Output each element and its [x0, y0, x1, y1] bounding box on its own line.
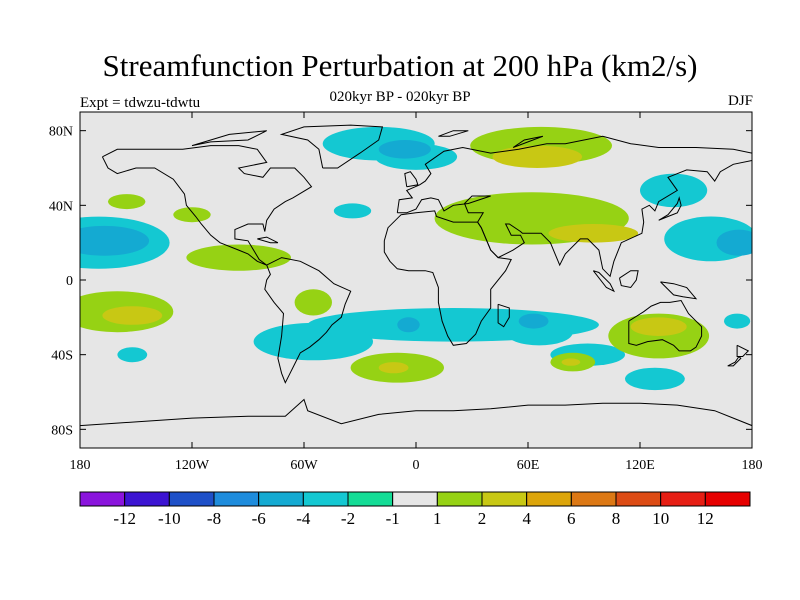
colorbar-box — [213, 491, 260, 507]
experiment-label: Expt = tdwzu-tdwtu — [80, 95, 201, 111]
coastline-antarctica — [80, 398, 752, 427]
contour-regions — [80, 126, 752, 391]
colorbar-label: -12 — [113, 509, 136, 528]
coastline-north-america — [101, 145, 313, 266]
coastline-south-america — [264, 257, 352, 384]
coastline-madagascar — [497, 303, 510, 328]
season-label: DJF — [727, 93, 753, 109]
coastline-australia — [628, 299, 703, 352]
region-s-atlantic-core — [397, 317, 420, 333]
x-tick-label: 0 — [413, 458, 420, 473]
coastline-cuba — [257, 236, 279, 244]
coastline-africa — [383, 210, 512, 346]
colorbar-box — [124, 491, 170, 507]
y-tick-label: 80N — [49, 125, 73, 140]
colorbar-label: 1 — [433, 509, 442, 528]
region-south-of-australia — [625, 367, 685, 391]
coastline-new-zealand-south — [727, 356, 742, 367]
y-tick-label: 0 — [66, 274, 73, 289]
x-tick-label: 120W — [175, 458, 210, 473]
region-siberia-core — [492, 145, 583, 168]
colorbar-box — [704, 491, 751, 507]
region-s-america-north — [294, 289, 332, 316]
x-tick-label: 60W — [290, 458, 318, 473]
coastline-novaya-zemlya — [512, 135, 544, 148]
colorbar-box — [526, 491, 572, 507]
colorbar-label: 6 — [567, 509, 576, 528]
x-tick-label: 180 — [742, 458, 763, 473]
colorbar-label: -10 — [158, 509, 181, 528]
region-e-pacific-core-north- — [80, 225, 150, 256]
coastline-new-guinea — [660, 281, 698, 300]
region-mid-atlantic — [333, 203, 372, 219]
colorbar: -12 -10 -8 -6 -4 -2 -1 1 2 4 6 8 10 12 — [79, 491, 751, 528]
coastline-greenland — [279, 124, 384, 169]
axes: 180 120W 60W 0 60E 120E 180 80N 40N 0 40S 80S — [49, 112, 763, 473]
region-s-pacific-core — [102, 306, 163, 325]
region-nz-region — [724, 313, 751, 329]
colorbar-box — [660, 491, 706, 507]
colorbar-box — [570, 491, 617, 507]
colorbar-box — [392, 491, 438, 507]
colorbar-label: -6 — [252, 509, 266, 528]
colorbar-box — [168, 491, 215, 507]
colorbar-label: 10 — [652, 509, 669, 528]
colorbar-label: -8 — [207, 509, 221, 528]
coastline-svalbard — [438, 130, 469, 137]
colorbar-label: -4 — [296, 509, 311, 528]
region-s-pacific-small — [117, 347, 148, 363]
coastline-arctic-islands — [191, 130, 267, 147]
colorbar-box — [258, 491, 304, 507]
coastline-eurasia — [396, 135, 752, 278]
x-tick-label: 120E — [625, 458, 655, 473]
colorbar-box — [481, 491, 528, 507]
chart-subtitle: 020kyr BP - 020kyr BP — [329, 89, 471, 105]
colorbar-label: -2 — [341, 509, 355, 528]
coastlines — [80, 124, 752, 427]
region-n-america-small — [173, 207, 211, 223]
y-tick-label: 80S — [51, 423, 73, 438]
region-s-atlantic-core — [378, 362, 409, 374]
colorbar-box — [79, 491, 126, 507]
coastline-japan — [658, 196, 682, 221]
region-caribbean — [186, 244, 291, 271]
y-tick-label: 40N — [49, 199, 73, 214]
region-w-pacific-core-north- — [716, 229, 752, 256]
region-s-america — [253, 322, 373, 361]
coastline-new-zealand — [736, 344, 750, 357]
region-s-indian-core — [518, 313, 549, 329]
region-n-pacific-small — [108, 194, 146, 210]
region-n-atlantic-core — [378, 140, 431, 159]
colorbar-label: 12 — [697, 509, 714, 528]
x-tick-label: 60E — [517, 458, 540, 473]
colorbar-box — [302, 491, 349, 507]
coastline-britain — [404, 171, 419, 188]
colorbar-label: 4 — [522, 509, 531, 528]
y-tick-label: 40S — [51, 349, 73, 364]
coastline-sumatra — [592, 270, 616, 293]
colorbar-box — [347, 491, 394, 507]
chart-title: Streamfunction Perturbation at 200 hPa (… — [102, 48, 698, 83]
colorbar-box — [436, 491, 483, 507]
x-tick-label: 180 — [70, 458, 91, 473]
region-s-indian-small-core — [561, 358, 581, 366]
region-nw-pacific — [640, 173, 708, 208]
colorbar-label: 8 — [612, 509, 621, 528]
colorbar-label: 2 — [478, 509, 487, 528]
colorbar-label: -1 — [386, 509, 400, 528]
region-s-asia-core — [548, 224, 639, 243]
colorbar-box — [615, 491, 662, 507]
region-australia-core — [630, 317, 687, 337]
coastline-borneo — [619, 270, 639, 289]
